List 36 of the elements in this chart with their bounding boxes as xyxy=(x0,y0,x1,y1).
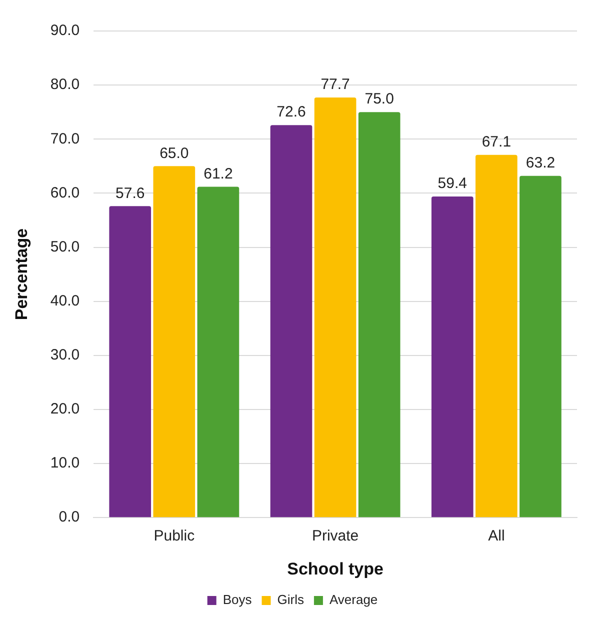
data-label: 59.4 xyxy=(438,175,467,192)
x-tick-label: Public xyxy=(154,528,196,545)
y-tick-label: 70.0 xyxy=(50,130,80,148)
bar xyxy=(358,112,400,518)
y-tick-label: 60.0 xyxy=(50,184,80,202)
data-label: 72.6 xyxy=(276,104,306,121)
bar xyxy=(431,196,474,518)
data-label: 57.6 xyxy=(116,184,145,202)
bar xyxy=(153,166,196,518)
bar xyxy=(109,206,152,518)
y-tick-label: 30.0 xyxy=(50,346,80,364)
legend-label: Boys xyxy=(222,592,252,608)
y-tick-label: 20.0 xyxy=(50,400,80,418)
data-label: 63.2 xyxy=(526,154,556,172)
y-tick-label: 0.0 xyxy=(58,508,80,526)
y-tick-label: 10.0 xyxy=(50,454,80,472)
y-tick-label: 80.0 xyxy=(50,76,80,94)
data-label: 75.0 xyxy=(364,90,394,108)
bar xyxy=(270,125,312,518)
y-tick-label: 40.0 xyxy=(50,292,80,310)
data-label: 65.0 xyxy=(160,144,189,162)
bar xyxy=(314,98,356,518)
y-tick-label: 50.0 xyxy=(50,238,80,256)
legend-label: Average xyxy=(329,592,378,608)
legend-label: Girls xyxy=(277,592,304,608)
y-axis-title: Percentage xyxy=(12,228,31,320)
data-label: 61.2 xyxy=(204,165,233,182)
bar xyxy=(197,186,240,518)
bar xyxy=(476,154,518,518)
x-axis-title: School type xyxy=(287,559,384,578)
y-tick-label: 90.0 xyxy=(50,22,80,40)
x-tick-label: All xyxy=(488,528,505,545)
data-label: 77.7 xyxy=(320,76,350,94)
data-label: 67.1 xyxy=(482,133,512,150)
x-tick-label: Private xyxy=(312,528,359,545)
bar xyxy=(520,176,562,518)
